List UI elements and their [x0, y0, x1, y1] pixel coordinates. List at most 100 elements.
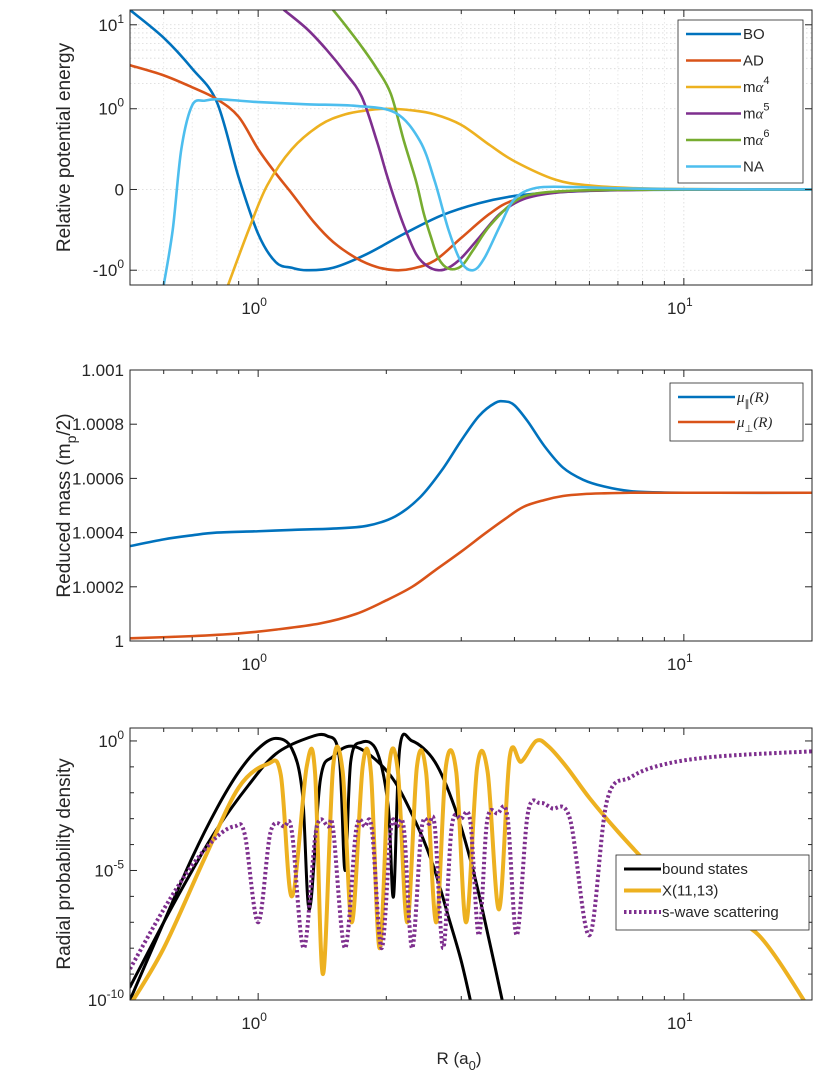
- y-axis-label-0: Relative potential energy: [54, 42, 75, 252]
- y-axis-label-main: Relative potential energy: [54, 42, 75, 252]
- legend-entry-0-0: BO: [743, 26, 765, 43]
- x-tick-label-2-1: 101: [667, 1010, 693, 1033]
- y-tick-label-0-0-exp: 0: [117, 257, 124, 271]
- legend-entry-2-0: bound states: [662, 861, 748, 878]
- legend-entry-2-2: s-wave scattering: [662, 904, 779, 921]
- x-tick-label-1-0-base: 10: [241, 655, 260, 674]
- axes-box: [129, 369, 813, 642]
- series-group: [130, 399, 812, 640]
- x-tick-label-2-1-exp: 1: [686, 1010, 693, 1024]
- legend-entry-0-3: mα5: [743, 102, 770, 123]
- y-tick-label-0-1: 0: [115, 180, 124, 199]
- x-ticks: [163, 728, 685, 1000]
- axes-box: [129, 727, 813, 1001]
- legend-entry-1-1: μ⊥(R): [736, 415, 772, 435]
- legend-entry-1-0-arg: (R): [750, 390, 769, 406]
- legend-entry-0-1: AD: [743, 53, 764, 70]
- y-tick-label-0-0: -100: [93, 257, 125, 280]
- series-line-0-5: [162, 97, 812, 285]
- legend-entry-0-2-exp: 4: [763, 75, 769, 87]
- y-tick-label-0-2-base: 10: [98, 100, 117, 119]
- y-tick-label-2-0: 100: [98, 728, 124, 751]
- x-tick-label-2-0-exp: 0: [260, 1010, 267, 1024]
- legend-entry-0-4-m: m: [743, 132, 756, 149]
- y-tick-label-2-2-base: 10: [88, 991, 107, 1010]
- x-axis-label-tail: ): [476, 1049, 482, 1068]
- x-tick-label-1-1-exp: 1: [686, 651, 693, 665]
- series-group: [130, 732, 812, 1000]
- legend-entry-1-0-sub: ∥: [745, 399, 750, 410]
- y-tick-label-2-0-base: 10: [98, 732, 117, 751]
- y-tick-label-1-1: 1.0002: [72, 578, 124, 597]
- x-tick-label-0-1: 101: [667, 295, 693, 318]
- legend-entry-0-3-exp: 5: [763, 102, 769, 114]
- legend-entry-0-2-m: m: [743, 79, 756, 96]
- x-tick-label-0-1-base: 10: [667, 299, 686, 318]
- y-ticks: [130, 740, 812, 1001]
- legend-box: [677, 19, 804, 184]
- x-tick-label-1-1-base: 10: [667, 655, 686, 674]
- legend-entry-0-3-alpha: α: [756, 107, 765, 123]
- x-axis-label-main: R (a: [436, 1049, 469, 1068]
- x-tick-label-1-0: 100: [241, 651, 267, 674]
- y-tick-label-1-4: 1.0008: [72, 415, 124, 434]
- y-axis-label-main: Reduced mass (m: [54, 443, 75, 597]
- y-tick-label-0-3-base: 10: [98, 16, 117, 35]
- series-group: [130, 10, 812, 285]
- x-tick-label-1-0-exp: 0: [260, 651, 267, 665]
- x-tick-label-2-0-base: 10: [241, 1014, 260, 1033]
- y-tick-label-2-0-exp: 0: [117, 728, 124, 742]
- y-tick-label-1-5: 1.001: [81, 361, 124, 380]
- legend-entry-1-1-arg: (R): [753, 415, 772, 431]
- legend-entry-0-5: NA: [743, 159, 764, 176]
- y-tick-label-0-3: 101: [98, 12, 124, 35]
- y-tick-label-2-2-exp: -10: [107, 987, 125, 1001]
- legend-entry-1-1-mu: μ: [736, 415, 745, 431]
- legend-box: [669, 382, 804, 442]
- y-axis-label-tail: /2): [54, 413, 75, 435]
- legend-entry-1-0-mu: μ: [736, 390, 745, 406]
- y-axis-label-sub: p: [63, 435, 79, 443]
- legend-entry-1-0: μ∥(R): [736, 390, 769, 410]
- axes-box: [129, 9, 813, 286]
- x-tick-label-2-1-base: 10: [667, 1014, 686, 1033]
- y-tick-label-0-2-exp: 0: [117, 96, 124, 110]
- legend-entry-0-2-alpha: α: [756, 80, 765, 96]
- y-tick-label-0-2: 100: [98, 96, 124, 119]
- y-axis-label-main: Radial probability density: [54, 758, 75, 970]
- x-ticks: [163, 10, 685, 285]
- x-tick-label-0-0: 100: [241, 295, 267, 318]
- series-line-1-1: [130, 491, 812, 640]
- y-tick-label-1-0: 1: [115, 632, 124, 651]
- y-ticks: [130, 24, 812, 271]
- y-axis-label-1: Reduced mass (mp/2): [54, 413, 79, 597]
- legend-entry-0-4-exp: 6: [763, 128, 769, 140]
- y-tick-label-0-0-base: -10: [93, 261, 118, 280]
- x-axis-label-sub: 0: [469, 1058, 476, 1073]
- legend-entry-0-4-alpha: α: [756, 133, 765, 149]
- legend-entry-1-1-sub: ⊥: [745, 424, 754, 435]
- x-tick-label-1-1: 101: [667, 651, 693, 674]
- y-axis-label-2: Radial probability density: [54, 758, 75, 970]
- legend-2: μ∥(R)μ⊥(R): [669, 382, 804, 442]
- y-ticks: [130, 369, 812, 642]
- x-tick-label-0-0-base: 10: [241, 299, 260, 318]
- x-tick-label-0-1-exp: 1: [686, 295, 693, 309]
- y-tick-label-1-2: 1.0004: [72, 524, 124, 543]
- x-tick-label-0-0-exp: 0: [260, 295, 267, 309]
- y-tick-label-2-1-exp: -5: [113, 857, 124, 871]
- x-axis-label: R (a0): [436, 1049, 481, 1073]
- y-tick-label-2-2: 10-10: [88, 987, 125, 1010]
- series-line-1-0: [130, 399, 812, 548]
- y-tick-label-1-3: 1.0006: [72, 469, 124, 488]
- legend-entry-2-1: X(11,13): [662, 883, 718, 900]
- x-ticks: [163, 370, 685, 641]
- x-tick-label-2-0: 100: [241, 1010, 267, 1033]
- legend-entry-0-3-m: m: [743, 106, 756, 123]
- legend-3: bound states X(11,13) s-wave scattering: [615, 854, 810, 931]
- series-line-2-2: [130, 738, 807, 1000]
- y-tick-label-0-3-exp: 1: [117, 12, 124, 26]
- legend-entry-0-4: mα6: [743, 128, 770, 149]
